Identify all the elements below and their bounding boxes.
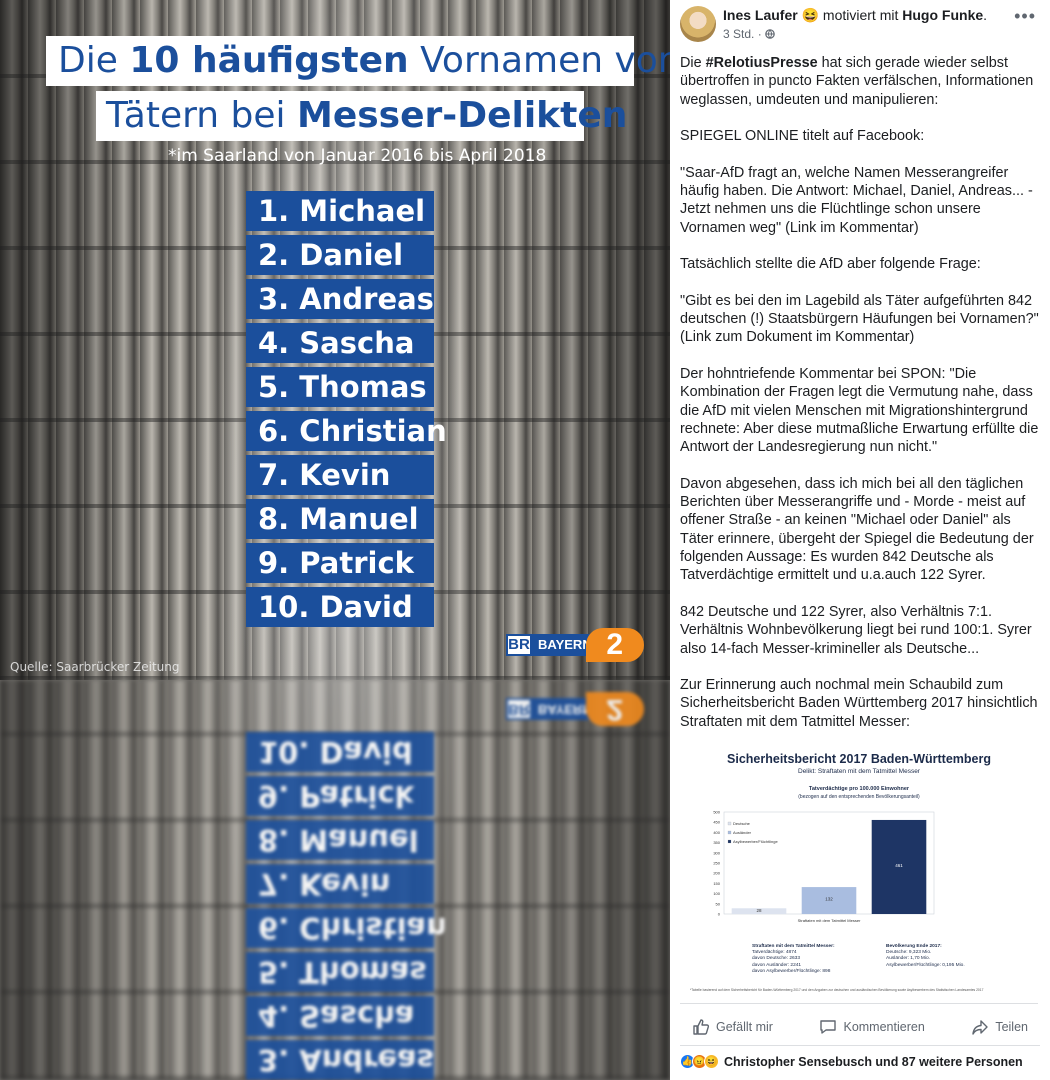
legend-entry: Ausländer <box>733 830 752 835</box>
bar-asylbewerber-fl-chtlinge <box>871 819 927 914</box>
y-tick-label: 100 <box>713 891 720 896</box>
tagged-person[interactable]: Hugo Funke <box>902 7 984 23</box>
chart-title: Sicherheitsbericht 2017 Baden-Württember… <box>727 752 991 766</box>
bar-value-label: 132 <box>825 897 833 902</box>
more-options-icon[interactable]: ••• <box>1014 6 1036 26</box>
like-reaction-icon: 👍 <box>680 1054 695 1069</box>
post-paragraph: Davon abgesehen, dass ich mich bei all d… <box>680 475 1034 584</box>
chart-footnote: *Tabelle basierend auf dem Sicherheitsbe… <box>690 988 984 992</box>
bar-value-label: 461 <box>895 863 903 868</box>
haha-reaction-icon: 😆 <box>704 1054 719 1069</box>
thumbs-up-icon <box>693 1018 710 1035</box>
y-tick-label: 350 <box>713 840 720 845</box>
y-tick-label: 300 <box>713 850 720 855</box>
y-tick-label: 0 <box>718 912 721 917</box>
name-rank-9: 9. Patrick <box>246 543 434 583</box>
hashtag-link[interactable]: #RelotiusPresse <box>705 55 818 71</box>
legend-swatch <box>727 839 732 844</box>
name-ranking-list: 1. Michael 2. Daniel 3. Andreas 4. Sasch… <box>246 191 447 631</box>
post-paragraph: Zur Erinnerung auch nochmal mein Schaubi… <box>680 677 1038 730</box>
y-tick-label: 50 <box>716 901 721 906</box>
feeling-emoji-icon: 😆 <box>801 7 820 23</box>
reflected-name: 7. Kevin <box>246 864 434 904</box>
post-paragraph: Der hohntriefende Kommentar bei SPON: "D… <box>680 366 1039 456</box>
author-name[interactable]: Ines Laufer <box>723 7 798 23</box>
reflected-name: 3. Andreas <box>246 1040 434 1080</box>
embedded-chart-image[interactable]: Sicherheitsbericht 2017 Baden-Württember… <box>680 742 1038 1004</box>
image-title-line-2: Tätern bei Messer-Delikten <box>96 91 627 141</box>
reflected-name: 9. Patrick <box>246 776 434 816</box>
y-tick-label: 450 <box>713 820 720 825</box>
legend-swatch <box>727 821 732 826</box>
name-rank-6: 6. Christian <box>246 411 447 451</box>
name-rank-5: 5. Thomas <box>246 367 434 407</box>
bar-value-label: 28 <box>756 908 762 913</box>
angry-reaction-icon: 😠 <box>692 1054 707 1069</box>
y-tick-label: 150 <box>713 881 720 886</box>
comment-button[interactable]: Kommentieren <box>807 1008 936 1045</box>
shared-image[interactable]: Die 10 häufigsten Vornamen von Tätern be… <box>0 0 670 1080</box>
reactions-text: Christopher Sensebusch und 87 weitere Pe… <box>724 1054 1023 1069</box>
legend-entry: Deutsche <box>733 821 751 826</box>
image-reflection: 3. Andreas 4. Sascha 5. Thomas 6. Christ… <box>0 690 670 1080</box>
legend-swatch <box>727 830 732 835</box>
bar-ausl-nder <box>801 887 857 914</box>
chart-heading-note: (bezogen auf den entsprechenden Bevölker… <box>798 794 920 800</box>
comment-icon <box>820 1019 837 1034</box>
author-avatar[interactable] <box>680 6 716 42</box>
reflected-name: 8. Manuel <box>246 820 434 860</box>
image-subtitle: *im Saarland von Januar 2016 bis April 2… <box>168 146 547 166</box>
chart-subtitle: Delikt: Straftaten mit dem Tatmittel Mes… <box>798 768 920 775</box>
stats-population: Bevölkerung Ende 2017: Deutsche: 9,323 M… <box>886 944 965 968</box>
post-paragraph: SPIEGEL ONLINE titelt auf Facebook: <box>680 128 925 145</box>
author-line: Ines Laufer 😆 motiviert mit Hugo Funke. <box>723 7 988 23</box>
share-icon <box>972 1019 989 1035</box>
name-rank-3: 3. Andreas <box>246 279 434 319</box>
post-header: Ines Laufer 😆 motiviert mit Hugo Funke. … <box>680 6 1040 44</box>
image-title-line-1: Die 10 häufigsten Vornamen von <box>46 36 670 86</box>
globe-icon <box>765 29 775 39</box>
post-text: Die #RelotiusPresse hat sich gerade wied… <box>680 54 1042 749</box>
bayern2-logo: BR BAYERN 2 <box>506 628 644 662</box>
chart-heading: Tatverdächtige pro 100.000 Einwohner <box>808 786 910 792</box>
stats-offences: Straftaten mit dem Tatmittel Messer: Tat… <box>752 944 835 974</box>
post-paragraph: Tatsächlich stellte die AfD aber folgend… <box>680 256 981 273</box>
bayern2-logo-reflection: BR BAYERN 2 <box>506 692 644 726</box>
post-timestamp[interactable]: 3 Std. · <box>723 27 775 41</box>
bar-deutsche <box>731 908 787 914</box>
like-button[interactable]: Gefällt mir <box>680 1008 785 1045</box>
legend-entry: Asylbewerber/Flüchtlinge <box>733 839 778 844</box>
post-paragraph: Die #RelotiusPresse hat sich gerade wied… <box>680 55 1034 108</box>
bar-chart: 0 50 100 150 200 250 300 350 400 450 500 28 Deutsche… <box>713 810 935 923</box>
y-tick-label: 250 <box>713 861 720 866</box>
reflected-name: 10. David <box>246 732 434 772</box>
y-tick-label: 200 <box>713 871 720 876</box>
reactions-summary[interactable]: 👍 😠 😆 Christopher Sensebusch und 87 weit… <box>680 1054 1023 1069</box>
reflected-name: 4. Sascha <box>246 996 434 1036</box>
facebook-post: Ines Laufer 😆 motiviert mit Hugo Funke. … <box>670 0 1050 1080</box>
share-button[interactable]: Teilen <box>959 1008 1040 1045</box>
reflected-name: 6. Christian <box>246 908 447 948</box>
name-rank-10: 10. David <box>246 587 434 627</box>
x-axis-label: Straftaten mit dem Tatmittel Messer <box>798 918 862 923</box>
name-rank-4: 4. Sascha <box>246 323 434 363</box>
y-tick-label: 400 <box>713 830 720 835</box>
name-rank-8: 8. Manuel <box>246 499 434 539</box>
image-source: Quelle: Saarbrücker Zeitung <box>10 660 180 674</box>
y-tick-label: 500 <box>713 810 720 815</box>
name-rank-7: 7. Kevin <box>246 455 434 495</box>
post-paragraph: 842 Deutsche und 122 Syrer, also Verhält… <box>680 603 1032 657</box>
name-rank-2: 2. Daniel <box>246 235 434 275</box>
name-rank-1: 1. Michael <box>246 191 434 231</box>
post-paragraph: "Saar-AfD fragt an, welche Namen Messera… <box>680 164 1033 236</box>
reflected-name: 5. Thomas <box>246 952 434 992</box>
post-action-bar: Gefällt mir Kommentieren Teilen <box>680 1008 1040 1046</box>
post-paragraph: "Gibt es bei den im Lagebild als Täter a… <box>680 292 1039 346</box>
